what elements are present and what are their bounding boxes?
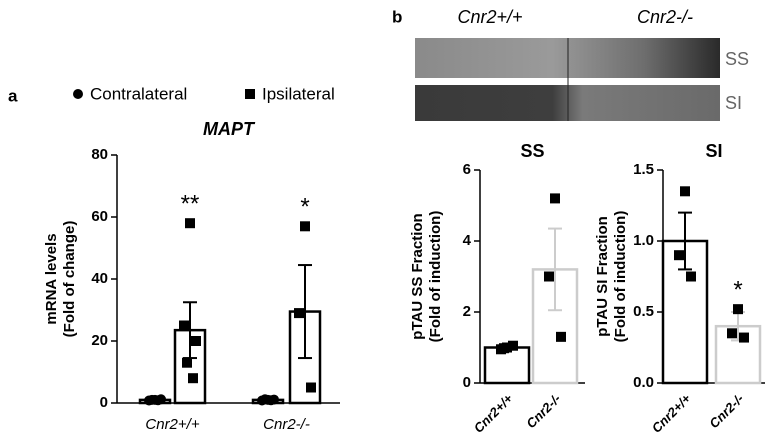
- legend-label: Contralateral: [90, 84, 187, 103]
- significance: *: [733, 277, 742, 304]
- y-tick-label: 6: [463, 161, 471, 178]
- data-point: [674, 250, 684, 261]
- data-point: [182, 357, 192, 368]
- x-tick-label: Cnr2-/-: [523, 391, 563, 431]
- y-tick-label: 0: [100, 394, 108, 411]
- data-point: [680, 186, 690, 197]
- y-axis-label: pTAU SI Fraction: [594, 216, 611, 337]
- blot-column-label: Cnr2-/-: [637, 7, 693, 27]
- data-point: [499, 343, 509, 354]
- data-point: [508, 340, 518, 351]
- y-axis-label: (Fold of induction): [612, 211, 629, 343]
- x-tick-label: Cnr2+/+: [649, 391, 694, 436]
- blot-row-label: SI: [725, 93, 742, 113]
- y-axis-label: (Fold of change): [61, 221, 78, 338]
- y-tick-label: 4: [463, 232, 472, 249]
- data-point: [686, 271, 696, 282]
- y-axis-label: (Fold of induction): [427, 211, 444, 343]
- y-tick-label: 1.0: [633, 232, 654, 249]
- y-tick-label: 0.0: [633, 374, 654, 391]
- legend-marker: [245, 89, 255, 99]
- chart-title: MAPT: [203, 119, 256, 139]
- significance: *: [300, 194, 309, 221]
- blot-column-label: Cnr2+/+: [457, 7, 522, 27]
- data-point: [294, 308, 304, 319]
- y-tick-label: 80: [91, 146, 108, 163]
- blot-row-label: SS: [725, 49, 749, 69]
- data-point: [266, 395, 276, 406]
- data-point: [185, 218, 195, 229]
- data-point: [300, 221, 310, 232]
- data-point: [153, 395, 163, 406]
- chart-title: SS: [520, 141, 544, 161]
- y-tick-label: 2: [463, 303, 471, 320]
- data-point: [306, 382, 316, 393]
- y-axis-label: pTAU SS Fraction: [409, 213, 426, 339]
- y-axis-label: mRNA levels: [43, 233, 60, 324]
- data-point: [550, 193, 560, 204]
- data-point: [179, 320, 189, 331]
- data-point: [739, 332, 749, 343]
- y-tick-label: 20: [91, 332, 108, 349]
- significance: **: [181, 191, 200, 218]
- x-tick-label: Cnr2+/+: [471, 391, 516, 436]
- data-point: [544, 271, 554, 282]
- legend-marker: [73, 89, 83, 99]
- x-tick-label: Cnr2-/-: [263, 416, 310, 433]
- data-point: [733, 304, 743, 315]
- x-tick-label: Cnr2-/-: [706, 391, 746, 431]
- y-tick-label: 0.5: [633, 303, 654, 320]
- y-tick-label: 1.5: [633, 161, 654, 178]
- y-tick-label: 0: [463, 374, 471, 391]
- x-tick-label: Cnr2+/+: [145, 416, 199, 433]
- y-tick-label: 40: [91, 270, 108, 287]
- y-tick-label: 60: [91, 208, 108, 225]
- data-point: [191, 336, 201, 346]
- chart-title: SI: [705, 141, 722, 161]
- panel-letter: b: [392, 7, 402, 26]
- panel-letter: a: [8, 86, 18, 105]
- data-point: [188, 373, 198, 384]
- data-point: [556, 331, 566, 342]
- legend-label: Ipsilateral: [262, 84, 335, 103]
- data-point: [727, 328, 737, 339]
